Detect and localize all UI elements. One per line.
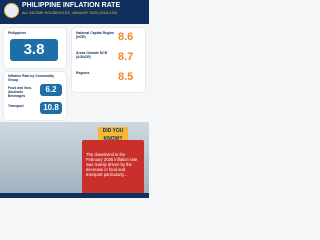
commodity-value: 10.8 bbox=[40, 102, 62, 114]
region-label: Areas Outside NCR (AONCR) bbox=[76, 51, 108, 59]
callout-heading: DID YOU KNOW? bbox=[98, 127, 128, 143]
commodity-value: 6.2 bbox=[40, 84, 62, 96]
subtitle: ALL INCOME HOUSEHOLDS, JANUARY 2025 (201… bbox=[22, 11, 117, 15]
region-value: 8.6 bbox=[118, 31, 134, 43]
region-label: Regions bbox=[76, 71, 90, 75]
region-value: 8.5 bbox=[118, 71, 134, 83]
infographic: PHILIPPINE INFLATION RATE ALL INCOME HOU… bbox=[0, 0, 149, 198]
commodity-heading: Inflation Rate by Commodity Group bbox=[8, 74, 54, 82]
national-label: Philippines bbox=[8, 31, 27, 35]
national-value: 3.8 bbox=[10, 39, 58, 61]
header-band bbox=[0, 0, 149, 24]
commodity-label: Transport bbox=[8, 104, 24, 108]
region-label: National Capital Region (NCR) bbox=[76, 31, 115, 39]
callout-text: The downtrend in the February 2025 infla… bbox=[86, 152, 138, 177]
title: PHILIPPINE INFLATION RATE bbox=[22, 2, 121, 9]
region-value: 8.7 bbox=[118, 51, 134, 63]
footer bbox=[0, 193, 149, 198]
logo bbox=[4, 3, 19, 18]
callout-box bbox=[82, 140, 144, 194]
commodity-label: Food and Non-Alcoholic Beverages bbox=[8, 86, 32, 98]
regions-card bbox=[72, 28, 145, 92]
